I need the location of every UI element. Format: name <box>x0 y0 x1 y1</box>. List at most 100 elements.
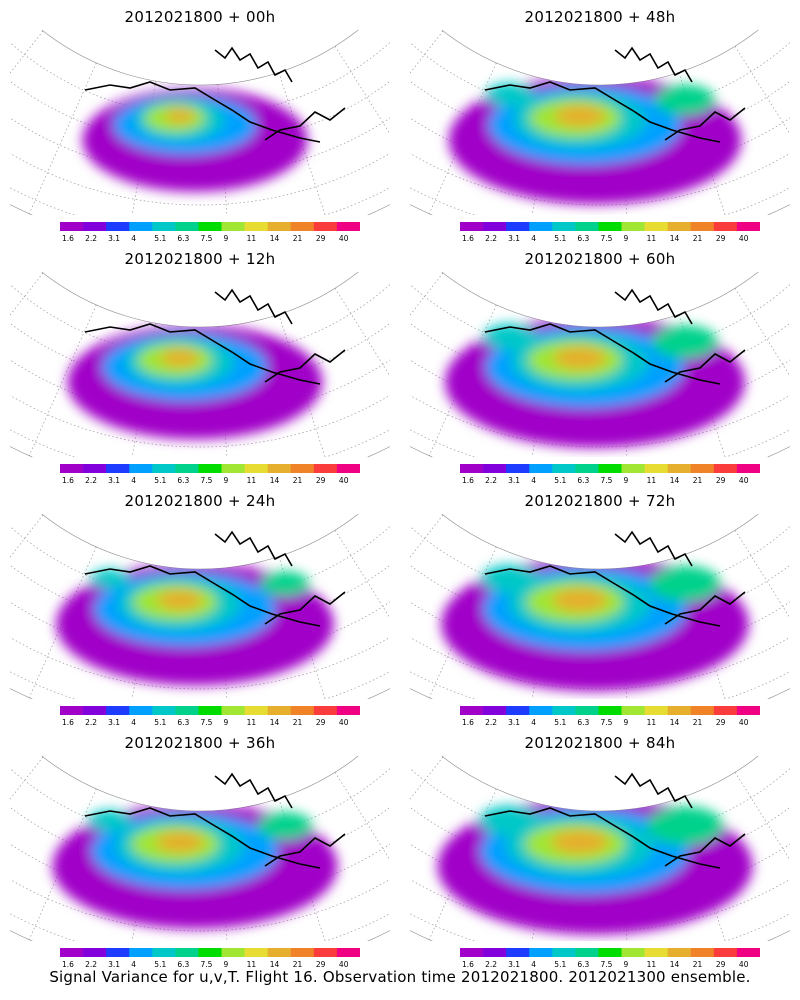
colorbar-tick-label: 2.2 <box>85 234 97 242</box>
colorbar-swatch <box>198 222 222 231</box>
panel-title: 2012021800 + 48h <box>524 8 676 26</box>
colorbar-swatch <box>529 222 553 231</box>
colorbar-swatch <box>336 948 360 957</box>
colorbar-swatch <box>667 948 692 957</box>
colorbar-tick-label: 7.5 <box>600 476 612 484</box>
colorbar-swatch <box>506 222 530 231</box>
map-panel: 2012021800 + 48h 1.6 2.2 3.1 4 5.1 6.3 7.5 9 11 14… <box>400 0 800 245</box>
colorbar: 1.6 2.2 3.1 4 5.1 6.3 7.5 9 11 14 21 29 40 <box>60 706 360 726</box>
colorbar-tick-label: 9 <box>224 234 229 242</box>
colorbar-swatch <box>575 706 599 715</box>
panel-title: 2012021800 + 00h <box>124 8 276 26</box>
colorbar-swatch <box>106 706 130 715</box>
colorbar-swatch <box>129 222 153 231</box>
colorbar-swatch <box>198 464 222 473</box>
coastline <box>484 530 746 627</box>
colorbar-swatch <box>244 222 268 231</box>
colorbar: 1.6 2.2 3.1 4 5.1 6.3 7.5 9 11 14 21 29 40 <box>60 464 360 484</box>
colorbar-swatch <box>713 706 738 715</box>
colorbar-tick-label: 21 <box>293 960 303 968</box>
colorbar-tick-label: 11 <box>247 234 257 242</box>
map-panel: 2012021800 + 36h 1.6 2.2 3.1 4 5.1 6.3 7.5 9 11 14… <box>0 726 400 971</box>
colorbar-swatch <box>529 464 553 473</box>
colorbar-tick-label: 5.1 <box>554 476 566 484</box>
colorbar-tick-label: 3.1 <box>108 960 120 968</box>
colorbar-swatch <box>129 706 153 715</box>
colorbar-swatch <box>106 222 130 231</box>
colorbar-tick-label: 6.3 <box>177 718 189 726</box>
colorbar-swatch <box>175 464 199 473</box>
colorbar-tick-label: 6.3 <box>177 960 189 968</box>
colorbar-tick-label: 9 <box>224 476 229 484</box>
colorbar-swatch <box>483 222 507 231</box>
colorbar-swatch <box>221 706 245 715</box>
colorbar-swatch <box>598 464 622 473</box>
variance-field <box>441 556 749 692</box>
colorbar-tick-label: 6.3 <box>177 234 189 242</box>
colorbar-swatch <box>336 706 360 715</box>
map-panel: 2012021800 + 00h 1.6 2.2 3.1 4 5.1 6.3 7.5 9 11 14… <box>0 0 400 245</box>
colorbar-tick-label: 2.2 <box>485 718 497 726</box>
colorbar-tick-label: 5.1 <box>154 234 166 242</box>
panel-title: 2012021800 + 12h <box>124 250 276 268</box>
variance-field <box>437 797 753 935</box>
colorbar-swatch <box>221 948 245 957</box>
colorbar-tick-label: 3.1 <box>508 234 520 242</box>
colorbar-swatch <box>175 706 199 715</box>
colorbar-tick-label: 7.5 <box>200 960 212 968</box>
colorbar-tick-label: 11 <box>647 718 657 726</box>
colorbar-tick-label: 6.3 <box>577 718 589 726</box>
colorbar-swatch <box>244 948 268 957</box>
colorbar-tick-label: 7.5 <box>200 234 212 242</box>
colorbar-tick-label: 40 <box>739 960 749 968</box>
colorbar-swatch <box>460 706 484 715</box>
graticule <box>10 272 390 457</box>
variance-field <box>445 316 745 448</box>
colorbar-tick-label: 21 <box>693 718 703 726</box>
coastline <box>84 46 346 143</box>
colorbar-tick-label: 2.2 <box>85 718 97 726</box>
colorbar-swatch <box>713 464 738 473</box>
colorbar-swatch <box>552 222 576 231</box>
coastline <box>484 772 746 869</box>
colorbar-swatch <box>506 948 530 957</box>
colorbar-swatch <box>267 222 292 231</box>
panel-title: 2012021800 + 60h <box>524 250 676 268</box>
colorbar-swatch <box>198 948 222 957</box>
colorbar: 1.6 2.2 3.1 4 5.1 6.3 7.5 9 11 14 21 29 40 <box>60 948 360 968</box>
colorbar-tick-label: 5.1 <box>154 960 166 968</box>
colorbar-tick-label: 40 <box>739 718 749 726</box>
colorbar-tick-label: 40 <box>339 718 349 726</box>
colorbar-swatch <box>336 222 360 231</box>
variance-map <box>10 756 390 941</box>
colorbar-tick-label: 4 <box>131 960 136 968</box>
colorbar-tick-label: 9 <box>224 960 229 968</box>
colorbar-swatch <box>713 222 738 231</box>
colorbar-tick-label: 7.5 <box>600 960 612 968</box>
map-panel: 2012021800 + 60h 1.6 2.2 3.1 4 5.1 6.3 7.5 9 11 14… <box>400 242 800 487</box>
colorbar-swatch <box>483 464 507 473</box>
colorbar-swatch <box>152 464 176 473</box>
colorbar-tick-label: 40 <box>339 234 349 242</box>
colorbar-swatch <box>736 706 760 715</box>
colorbar-swatch <box>267 706 292 715</box>
colorbar-swatch <box>267 948 292 957</box>
colorbar-swatch <box>667 706 692 715</box>
colorbar-tick-label: 4 <box>531 476 536 484</box>
colorbar-swatch <box>644 706 668 715</box>
colorbar-swatch <box>290 948 315 957</box>
colorbar-swatch <box>483 706 507 715</box>
colorbar-swatch <box>621 464 645 473</box>
variance-field <box>56 562 334 686</box>
coastline <box>484 288 746 385</box>
colorbar-tick-label: 21 <box>293 476 303 484</box>
colorbar-tick-label: 3.1 <box>108 234 120 242</box>
panel-title: 2012021800 + 72h <box>524 492 676 510</box>
colorbar-tick-label: 29 <box>316 960 326 968</box>
colorbar-swatch <box>621 706 645 715</box>
colorbar-swatch <box>575 948 599 957</box>
colorbar-tick-label: 6.3 <box>577 234 589 242</box>
colorbar-swatch <box>198 706 222 715</box>
colorbar-swatch <box>575 222 599 231</box>
colorbar-swatch <box>529 706 553 715</box>
